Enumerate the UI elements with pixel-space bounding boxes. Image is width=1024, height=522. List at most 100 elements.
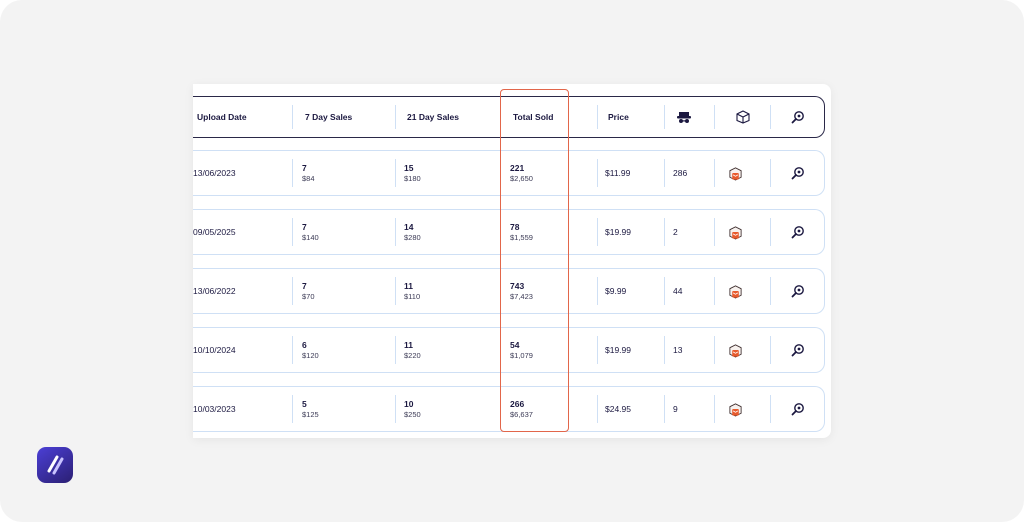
seven-day-sales-cell: 7 $84 xyxy=(302,151,315,195)
total-units: 743 xyxy=(510,280,525,291)
header-7-day-sales-label: 7 Day Sales xyxy=(305,112,353,122)
table-row[interactable]: 10/03/2023 5 $125 10 $250 266 $6,637 $24.95… xyxy=(193,386,825,432)
total-units: 54 xyxy=(510,339,520,350)
package-open-icon xyxy=(728,284,742,299)
header-package[interactable] xyxy=(731,97,755,137)
twentyone-day-units: 10 xyxy=(404,398,414,409)
package-button[interactable] xyxy=(726,210,744,254)
total-sold-cell: 54 $1,079 xyxy=(510,328,533,372)
upload-date-cell: 13/06/2022 xyxy=(193,269,236,313)
twentyone-day-units: 15 xyxy=(404,162,414,173)
seven-day-revenue: $120 xyxy=(302,350,319,360)
column-divider xyxy=(770,159,771,187)
rank-cell: 286 xyxy=(673,151,687,195)
header-7-day-sales[interactable]: 7 Day Sales xyxy=(305,97,352,137)
total-sold-cell: 221 $2,650 xyxy=(510,151,533,195)
seven-day-sales-cell: 6 $120 xyxy=(302,328,319,372)
package-button[interactable] xyxy=(726,387,744,431)
seven-day-units: 5 xyxy=(302,398,307,409)
seller-ranking-icon xyxy=(677,112,691,123)
total-revenue: $6,637 xyxy=(510,409,533,419)
search-button[interactable] xyxy=(789,269,807,313)
header-upload-date[interactable]: Upload Date xyxy=(197,97,247,137)
seven-day-units: 7 xyxy=(302,162,307,173)
twentyone-day-sales-cell: 15 $180 xyxy=(404,151,421,195)
search-button[interactable] xyxy=(789,328,807,372)
rank-cell: 13 xyxy=(673,328,682,372)
column-divider xyxy=(714,336,715,364)
rank-value: 286 xyxy=(673,168,688,178)
twentyone-day-sales-cell: 10 $250 xyxy=(404,387,421,431)
column-divider xyxy=(597,159,598,187)
header-total-sold[interactable]: Total Sold xyxy=(513,97,553,137)
magnifier-icon xyxy=(791,167,804,180)
price-cell: $19.99 xyxy=(605,328,631,372)
package-button[interactable] xyxy=(726,151,744,195)
app-logo-icon xyxy=(47,455,64,475)
seven-day-revenue: $140 xyxy=(302,232,319,242)
upload-date: 10/10/2024 xyxy=(193,345,236,355)
search-button[interactable] xyxy=(789,387,807,431)
table-header-row: Upload Date 7 Day Sales 21 Day Sales Tot… xyxy=(193,96,825,138)
seven-day-sales-cell: 7 $140 xyxy=(302,210,319,254)
magnifier-icon xyxy=(791,285,804,298)
column-divider xyxy=(770,336,771,364)
search-button[interactable] xyxy=(789,210,807,254)
column-divider xyxy=(597,277,598,305)
table-row[interactable]: 09/05/2025 7 $140 14 $280 78 $1,559 $19.99 … xyxy=(193,209,825,255)
twentyone-day-units: 11 xyxy=(404,280,413,291)
package-open-icon xyxy=(728,402,742,417)
upload-date: 10/03/2023 xyxy=(193,404,236,414)
column-divider xyxy=(395,105,396,129)
header-search[interactable] xyxy=(789,97,807,137)
total-revenue: $2,650 xyxy=(510,173,533,183)
magnifier-icon xyxy=(791,111,804,124)
total-units: 221 xyxy=(510,162,525,173)
column-divider xyxy=(292,218,293,246)
header-21-day-sales[interactable]: 21 Day Sales xyxy=(407,97,459,137)
price: $24.95 xyxy=(605,404,631,414)
app-logo xyxy=(37,447,73,483)
column-divider xyxy=(664,336,665,364)
table-row[interactable]: 13/06/2022 7 $70 11 $110 743 $7,423 $9.99 4… xyxy=(193,268,825,314)
package-button[interactable] xyxy=(726,269,744,313)
column-divider xyxy=(664,159,665,187)
total-units: 78 xyxy=(510,221,520,232)
seven-day-units: 7 xyxy=(302,280,307,291)
price-cell: $24.95 xyxy=(605,387,631,431)
table-row[interactable]: 13/06/2023 7 $84 15 $180 221 $2,650 $11.99 … xyxy=(193,150,825,196)
column-divider xyxy=(292,159,293,187)
header-21-day-sales-label: 21 Day Sales xyxy=(407,112,459,122)
column-divider xyxy=(395,395,396,423)
twentyone-day-revenue: $220 xyxy=(404,350,421,360)
seven-day-units: 6 xyxy=(302,339,307,350)
twentyone-day-revenue: $280 xyxy=(404,232,421,242)
column-divider xyxy=(395,277,396,305)
header-price-label: Price xyxy=(608,112,629,122)
rank-value: 44 xyxy=(673,286,683,296)
rank-cell: 44 xyxy=(673,269,682,313)
price-cell: $9.99 xyxy=(605,269,626,313)
package-button[interactable] xyxy=(726,328,744,372)
header-upload-date-label: Upload Date xyxy=(197,112,247,122)
header-price[interactable]: Price xyxy=(608,97,629,137)
rank-value: 13 xyxy=(673,345,683,355)
upload-date-cell: 09/05/2025 xyxy=(193,210,236,254)
price: $9.99 xyxy=(605,286,627,296)
total-revenue: $1,559 xyxy=(510,232,533,242)
price: $19.99 xyxy=(605,345,631,355)
rank-cell: 2 xyxy=(673,210,678,254)
column-divider xyxy=(292,395,293,423)
column-divider xyxy=(395,159,396,187)
column-divider xyxy=(395,218,396,246)
table-row[interactable]: 10/10/2024 6 $120 11 $220 54 $1,079 $19.99 … xyxy=(193,327,825,373)
search-button[interactable] xyxy=(789,151,807,195)
column-divider xyxy=(770,277,771,305)
column-divider xyxy=(714,395,715,423)
column-divider xyxy=(714,277,715,305)
rank-value: 9 xyxy=(673,404,678,414)
rank-cell: 9 xyxy=(673,387,678,431)
twentyone-day-revenue: $110 xyxy=(404,291,421,301)
column-divider xyxy=(395,336,396,364)
header-seller-ranking[interactable] xyxy=(671,97,697,137)
